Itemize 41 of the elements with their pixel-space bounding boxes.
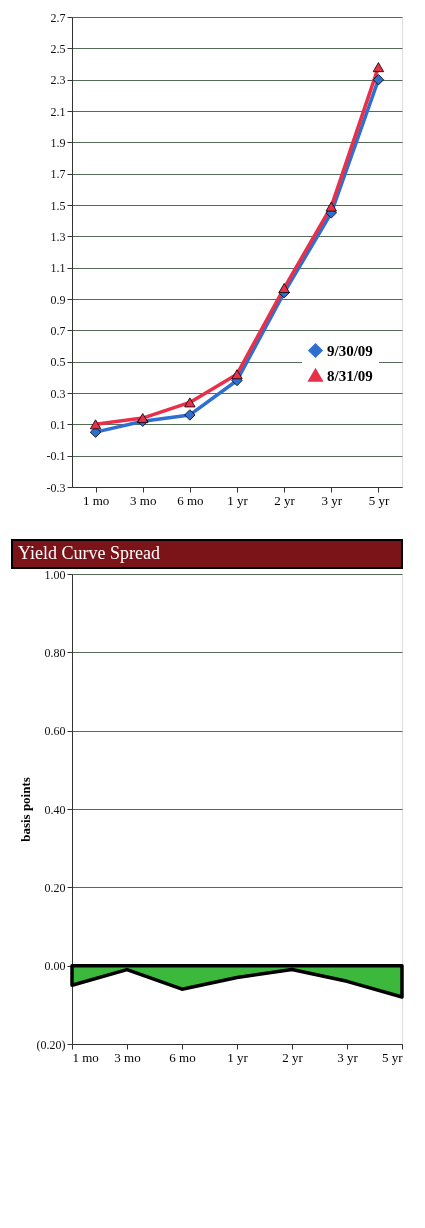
x-tick-label: 1 yr bbox=[227, 1049, 249, 1065]
y-tick-label: 1.5 bbox=[50, 198, 66, 213]
y-tick-label: 0.9 bbox=[50, 292, 66, 307]
y-axis-title: basis points bbox=[17, 777, 33, 842]
y-tick-label: 1.7 bbox=[50, 167, 66, 182]
x-tick-label: 1 mo bbox=[72, 1049, 99, 1065]
y-tick-label: 0.40 bbox=[44, 802, 66, 817]
y-tick-label: 0.3 bbox=[50, 386, 66, 401]
legend-label: 9/30/09 bbox=[327, 342, 373, 359]
y-tick-label: 0.5 bbox=[50, 355, 66, 370]
legend-label: 8/31/09 bbox=[327, 367, 373, 384]
x-tick-label: 6 mo bbox=[169, 1049, 196, 1065]
x-tick-label: 5 yr bbox=[381, 1049, 404, 1065]
y-tick-label: 2.3 bbox=[50, 73, 66, 88]
y-tick-label: 0.20 bbox=[44, 880, 66, 895]
y-tick-label: 0.7 bbox=[50, 323, 66, 338]
y-tick-label: (0.20) bbox=[36, 1037, 66, 1052]
y-tick-label: 2.1 bbox=[50, 104, 66, 119]
x-tick-label: 2 yr bbox=[282, 1049, 304, 1065]
y-tick-label: 2.5 bbox=[50, 41, 66, 56]
x-tick-label: 3 mo bbox=[130, 492, 157, 508]
x-tick-label: 3 mo bbox=[114, 1049, 141, 1065]
chart-title: Yield Curve Spread bbox=[18, 543, 160, 563]
y-tick-label: 2.7 bbox=[50, 10, 66, 25]
x-tick-label: 1 mo bbox=[82, 492, 110, 508]
y-tick-label: 1.1 bbox=[50, 261, 66, 276]
y-tick-label: 0.60 bbox=[44, 724, 66, 739]
x-tick-label: 6 mo bbox=[177, 492, 204, 508]
x-tick-label: 3 yr bbox=[321, 492, 343, 508]
y-tick-label: 1.9 bbox=[50, 135, 66, 150]
x-tick-label: 2 yr bbox=[274, 492, 296, 508]
y-tick-label: 0.1 bbox=[50, 417, 66, 432]
y-tick-label: -0.1 bbox=[46, 449, 66, 464]
y-tick-label: -0.3 bbox=[46, 480, 66, 495]
y-tick-label: 0.00 bbox=[44, 959, 66, 974]
x-tick-label: 1 yr bbox=[227, 492, 249, 508]
y-tick-label: 1.00 bbox=[44, 567, 66, 582]
x-tick-label: 3 yr bbox=[337, 1049, 359, 1065]
y-tick-label: 0.80 bbox=[44, 645, 66, 660]
x-tick-label: 5 yr bbox=[368, 492, 390, 508]
y-tick-label: 1.3 bbox=[50, 229, 66, 244]
